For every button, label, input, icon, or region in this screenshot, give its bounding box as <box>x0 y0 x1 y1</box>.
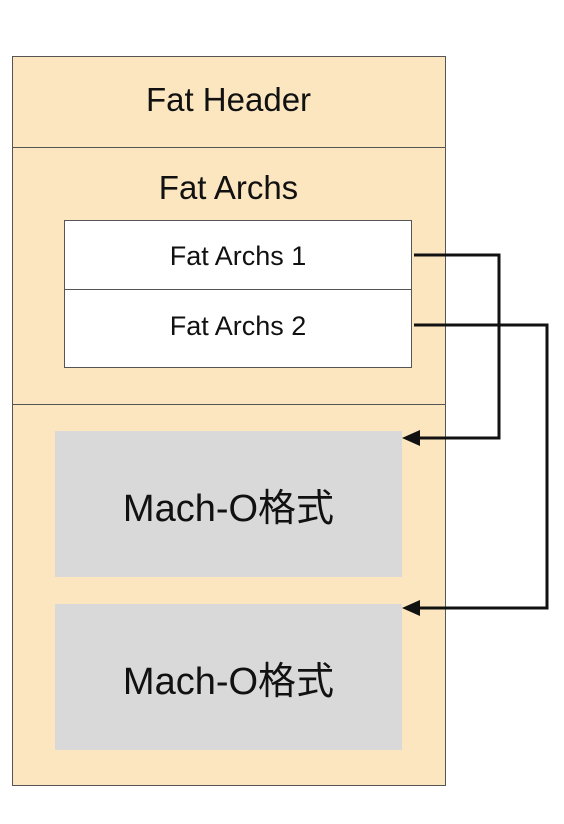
fat-header-label: Fat Header <box>145 81 312 118</box>
section-divider-header <box>12 147 445 148</box>
fat-arch-2-label: Fat Archs 2 <box>169 311 307 341</box>
macho-block-2-label: Mach-O格式 <box>122 660 335 703</box>
fat-archs-title: Fat Archs <box>158 169 299 206</box>
arrow-arch2-to-macho2 <box>414 323 549 610</box>
macho-block-1-label: Mach-O格式 <box>122 487 335 530</box>
macho-block-1: Mach-O格式 <box>55 431 402 577</box>
fat-arch-1-label: Fat Archs 1 <box>169 241 307 271</box>
macho-block-2: Mach-O格式 <box>55 604 402 750</box>
arrowhead-1-icon <box>402 430 420 446</box>
arrow-arch1-to-macho1 <box>414 253 501 440</box>
arrowhead-2-icon <box>402 600 420 616</box>
fat-arch-2-box: Fat Archs 2 <box>64 289 412 368</box>
fat-arch-1-box: Fat Archs 1 <box>64 220 412 290</box>
section-divider-archs <box>12 404 445 405</box>
